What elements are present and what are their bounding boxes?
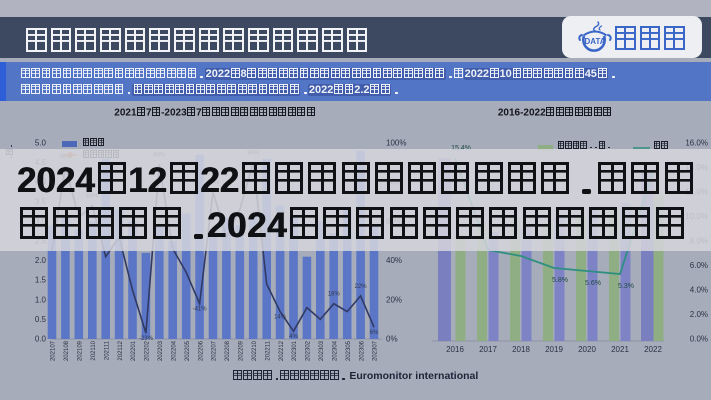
- svg-text:202212: 202212: [279, 340, 285, 361]
- svg-text:20%: 20%: [386, 295, 402, 304]
- svg-text:1.0: 1.0: [35, 295, 47, 304]
- svg-text:2022: 2022: [644, 345, 662, 354]
- svg-text:202203: 202203: [158, 340, 164, 361]
- svg-text:202207: 202207: [212, 340, 218, 361]
- svg-text:202210: 202210: [252, 340, 258, 361]
- svg-text:2.0: 2.0: [35, 256, 47, 265]
- svg-text:5.0: 5.0: [35, 139, 47, 148]
- svg-text:202205: 202205: [185, 340, 191, 361]
- svg-text:15.4%: 15.4%: [451, 145, 471, 152]
- svg-text:202201: 202201: [131, 340, 137, 361]
- svg-text:DATA: DATA: [584, 37, 605, 46]
- svg-text:202306: 202306: [359, 340, 365, 361]
- svg-text:5.8%: 5.8%: [552, 277, 568, 284]
- svg-text:0%: 0%: [386, 335, 398, 344]
- svg-text:6%: 6%: [370, 330, 379, 336]
- svg-text:40%: 40%: [386, 256, 402, 265]
- svg-text:2.0%: 2.0%: [690, 310, 708, 319]
- svg-text:1.5: 1.5: [35, 276, 47, 285]
- svg-text:202108: 202108: [64, 340, 70, 361]
- svg-text:202304: 202304: [332, 340, 338, 361]
- svg-text:2018: 2018: [512, 345, 530, 354]
- svg-text:100%: 100%: [386, 139, 406, 148]
- svg-text:0.5: 0.5: [35, 315, 47, 324]
- svg-text:5.3%: 5.3%: [618, 283, 634, 290]
- svg-text:4%: 4%: [289, 334, 298, 340]
- svg-text:202303: 202303: [319, 340, 325, 361]
- svg-text:14%: 14%: [274, 315, 287, 321]
- svg-text:6.0%: 6.0%: [690, 261, 708, 270]
- svg-text:202211: 202211: [265, 340, 271, 360]
- svg-text:202110: 202110: [91, 340, 97, 360]
- svg-text:2021: 2021: [611, 345, 629, 354]
- svg-text:2019: 2019: [545, 345, 563, 354]
- svg-text:202206: 202206: [198, 340, 204, 361]
- svg-text:202112: 202112: [118, 340, 124, 360]
- svg-text:202208: 202208: [225, 340, 231, 361]
- svg-text:16.0%: 16.0%: [685, 139, 708, 148]
- svg-text:4.0%: 4.0%: [690, 286, 708, 295]
- svg-text:202204: 202204: [171, 340, 177, 361]
- svg-text:5.6%: 5.6%: [585, 280, 601, 287]
- svg-text:2017: 2017: [479, 345, 497, 354]
- svg-text:202301: 202301: [292, 340, 298, 361]
- svg-text:-23%: -23%: [139, 336, 154, 342]
- svg-text:202305: 202305: [346, 340, 352, 361]
- svg-text:202307: 202307: [373, 340, 379, 361]
- svg-text:202111: 202111: [104, 340, 110, 360]
- svg-text:0.0: 0.0: [35, 335, 47, 344]
- svg-text:18%: 18%: [328, 292, 341, 298]
- svg-text:2020: 2020: [578, 345, 596, 354]
- svg-text:202202: 202202: [145, 340, 151, 361]
- svg-text:202302: 202302: [306, 340, 312, 361]
- svg-text:202109: 202109: [78, 340, 84, 361]
- svg-text:0.0%: 0.0%: [690, 335, 708, 344]
- svg-text:202107: 202107: [51, 340, 57, 361]
- svg-text:2016: 2016: [446, 345, 464, 354]
- svg-text:22%: 22%: [355, 284, 368, 290]
- svg-text:-41%: -41%: [193, 307, 208, 313]
- svg-text:202209: 202209: [239, 340, 245, 361]
